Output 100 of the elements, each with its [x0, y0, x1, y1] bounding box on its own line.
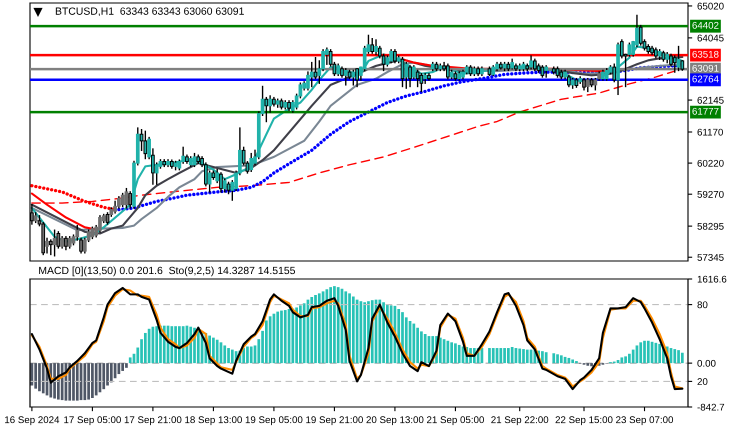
candlestick — [446, 64, 450, 80]
bar — [564, 356, 566, 364]
ref-line-label: 61777 — [692, 108, 718, 115]
x-tick-label: 22 Sep 15:00 — [556, 416, 613, 426]
candlestick — [52, 230, 56, 256]
bar — [272, 314, 276, 364]
candlestick — [400, 56, 404, 88]
y-tick-label: 60220 — [698, 160, 724, 167]
bar — [680, 352, 684, 364]
x-tick-label: 17 Sep 05:00 — [64, 416, 121, 426]
candlestick — [64, 236, 68, 250]
candlestick — [601, 70, 605, 81]
candlestick — [665, 52, 670, 64]
bar — [632, 350, 635, 364]
candlestick — [393, 49, 397, 64]
x-tick-label: 17 Sep 21:00 — [124, 416, 182, 426]
candlestick — [60, 236, 64, 249]
bar — [518, 348, 522, 364]
bar — [424, 334, 427, 364]
bar — [412, 324, 416, 364]
bar — [148, 328, 150, 364]
bar — [306, 300, 310, 364]
candlestick — [423, 73, 428, 84]
bar — [38, 363, 41, 392]
bar — [356, 300, 358, 364]
bar — [276, 312, 280, 364]
bar — [416, 328, 419, 364]
bar — [643, 340, 646, 364]
candlestick — [510, 58, 514, 70]
candlestick — [370, 38, 374, 54]
bar — [83, 363, 86, 400]
bar — [314, 294, 317, 364]
bar — [428, 336, 430, 364]
bar — [322, 291, 324, 364]
candlestick — [68, 236, 72, 249]
bar — [446, 340, 450, 364]
candlestick — [658, 49, 662, 60]
bar — [102, 363, 106, 390]
bar — [670, 348, 672, 364]
bar — [639, 342, 642, 364]
bar — [480, 348, 484, 364]
candlestick — [533, 58, 537, 72]
x-tick-label: 21 Sep 22:00 — [491, 416, 548, 426]
y-tick-label: 61170 — [698, 128, 723, 136]
candlestick — [310, 62, 314, 88]
bar — [227, 348, 230, 364]
bar — [106, 363, 109, 386]
bar — [510, 347, 514, 364]
bar — [673, 349, 676, 364]
x-tick-label: 23 Sep 07:00 — [616, 416, 674, 426]
candlestick — [420, 73, 424, 92]
x-tick-label: 18 Sep 13:00 — [185, 416, 242, 426]
candlestick — [468, 65, 472, 76]
candlestick — [408, 65, 412, 88]
bar — [288, 309, 290, 364]
y-tick-label: 58295 — [697, 222, 724, 230]
bar — [541, 351, 544, 364]
bar — [650, 342, 654, 364]
ref-line-label: 64402 — [692, 22, 718, 29]
bar — [499, 348, 502, 364]
y2-tick-label: 80 — [697, 301, 708, 308]
y2-tick-label: 20 — [698, 378, 708, 386]
bar — [492, 348, 495, 364]
candlestick — [48, 239, 53, 256]
bar — [295, 307, 298, 364]
x-tick-label: 21 Sep 05:00 — [427, 416, 484, 426]
ref-line-label: 63091 — [692, 64, 719, 72]
candlestick — [268, 95, 272, 113]
bar — [280, 310, 283, 364]
chart-title: BTCUSD,H1 63343 63343 63060 63091 — [56, 7, 244, 16]
bar — [121, 363, 124, 371]
bar — [144, 332, 147, 364]
candlestick — [404, 62, 408, 89]
bar — [94, 363, 98, 396]
candlestick — [143, 130, 148, 160]
bar — [114, 363, 116, 378]
bar — [30, 363, 34, 386]
bar — [223, 345, 226, 364]
bar — [230, 350, 234, 364]
bar — [155, 326, 158, 364]
y-tick-label: 64045 — [698, 34, 724, 42]
candlestick — [120, 192, 124, 208]
candlestick — [544, 65, 548, 78]
bar — [636, 345, 638, 364]
y-tick-label: 57345 — [697, 254, 724, 261]
ref-line-label: 62764 — [692, 76, 719, 82]
candlestick — [355, 68, 359, 88]
bar — [658, 344, 661, 364]
candlestick — [556, 66, 560, 78]
candlestick — [280, 98, 284, 110]
x-tick-label: 19 Sep 21:00 — [306, 416, 363, 426]
y-tick-label: -842.7 — [697, 404, 724, 411]
bar — [677, 350, 680, 364]
bar — [624, 356, 627, 364]
candlestick — [336, 64, 340, 76]
bar — [284, 310, 287, 364]
bar — [250, 346, 253, 364]
bar — [360, 301, 362, 364]
bar — [268, 316, 272, 364]
chart-title: MACD [0](13,50) 0.0 201.6 Sto(9,2,5) 14.3287 14.5155 — [39, 266, 296, 276]
